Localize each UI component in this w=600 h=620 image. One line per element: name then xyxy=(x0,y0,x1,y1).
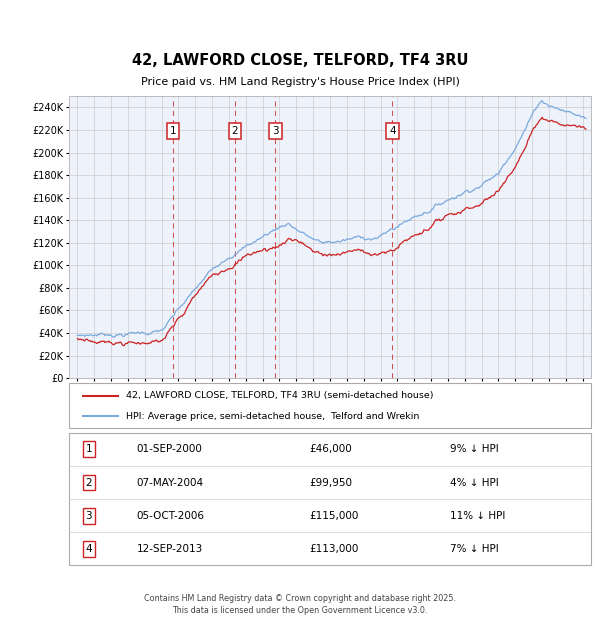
Text: 1: 1 xyxy=(86,445,92,454)
Text: 4% ↓ HPI: 4% ↓ HPI xyxy=(450,477,499,487)
Text: 42, LAWFORD CLOSE, TELFORD, TF4 3RU: 42, LAWFORD CLOSE, TELFORD, TF4 3RU xyxy=(132,53,468,68)
FancyBboxPatch shape xyxy=(69,433,591,565)
Text: £115,000: £115,000 xyxy=(309,511,358,521)
Text: 12-SEP-2013: 12-SEP-2013 xyxy=(137,544,203,554)
Text: £113,000: £113,000 xyxy=(309,544,358,554)
Text: 4: 4 xyxy=(86,544,92,554)
Text: Contains HM Land Registry data © Crown copyright and database right 2025.
This d: Contains HM Land Registry data © Crown c… xyxy=(144,594,456,615)
Text: £46,000: £46,000 xyxy=(309,445,352,454)
Text: 05-OCT-2006: 05-OCT-2006 xyxy=(137,511,205,521)
Text: £99,950: £99,950 xyxy=(309,477,352,487)
Text: 2: 2 xyxy=(232,126,238,136)
Text: 2: 2 xyxy=(86,477,92,487)
Text: 3: 3 xyxy=(86,511,92,521)
Text: 3: 3 xyxy=(272,126,278,136)
FancyBboxPatch shape xyxy=(69,383,591,428)
Text: HPI: Average price, semi-detached house,  Telford and Wrekin: HPI: Average price, semi-detached house,… xyxy=(127,412,420,421)
Text: 11% ↓ HPI: 11% ↓ HPI xyxy=(450,511,505,521)
Text: 07-MAY-2004: 07-MAY-2004 xyxy=(137,477,204,487)
Text: 1: 1 xyxy=(170,126,176,136)
Text: Price paid vs. HM Land Registry's House Price Index (HPI): Price paid vs. HM Land Registry's House … xyxy=(140,77,460,87)
Text: 9% ↓ HPI: 9% ↓ HPI xyxy=(450,445,499,454)
Text: 4: 4 xyxy=(389,126,395,136)
Text: 7% ↓ HPI: 7% ↓ HPI xyxy=(450,544,499,554)
Text: 01-SEP-2000: 01-SEP-2000 xyxy=(137,445,203,454)
Text: 42, LAWFORD CLOSE, TELFORD, TF4 3RU (semi-detached house): 42, LAWFORD CLOSE, TELFORD, TF4 3RU (sem… xyxy=(127,391,434,400)
